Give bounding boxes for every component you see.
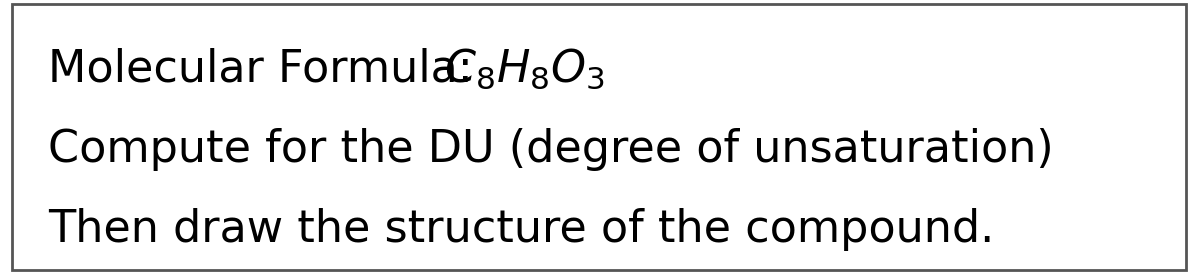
Text: Then draw the structure of the compound.: Then draw the structure of the compound. [48,208,995,251]
Text: Compute for the DU (degree of unsaturation): Compute for the DU (degree of unsaturati… [48,128,1054,171]
Text: Molecular Formula:: Molecular Formula: [48,47,487,91]
Text: $\mathit{C_8H_8O_3}$: $\mathit{C_8H_8O_3}$ [444,47,605,91]
